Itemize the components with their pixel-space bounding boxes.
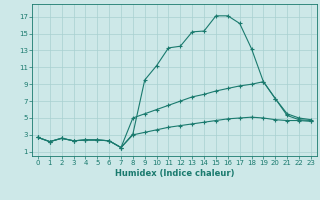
X-axis label: Humidex (Indice chaleur): Humidex (Indice chaleur): [115, 169, 234, 178]
